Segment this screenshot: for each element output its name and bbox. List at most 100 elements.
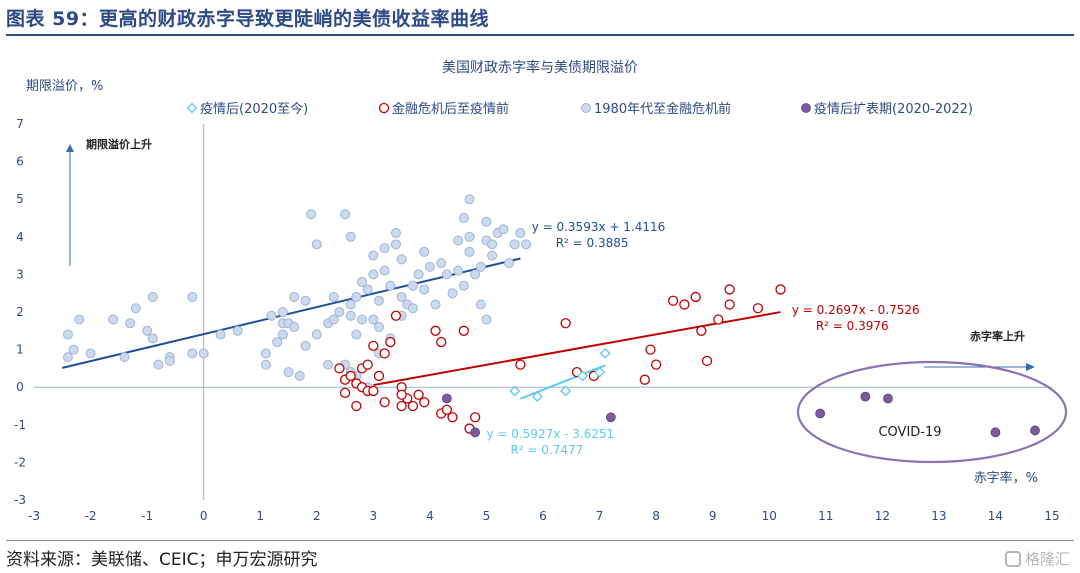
data-point xyxy=(1030,425,1040,436)
data-point xyxy=(373,370,385,382)
legend-marker xyxy=(801,103,811,113)
data-point xyxy=(407,400,419,412)
data-points xyxy=(62,194,1040,438)
data-point xyxy=(368,250,379,261)
data-point xyxy=(368,269,379,280)
x-tick-label: 9 xyxy=(709,509,717,523)
data-point xyxy=(187,348,198,359)
data-point xyxy=(379,348,390,359)
data-point xyxy=(379,265,390,276)
title-divider xyxy=(6,34,1074,36)
data-point xyxy=(147,333,158,344)
data-point xyxy=(599,347,611,359)
source-note: 资料来源：美联储、CEIC；申万宏源研究 xyxy=(6,550,318,570)
data-point xyxy=(362,284,373,295)
data-point xyxy=(396,254,407,265)
data-point xyxy=(351,400,362,412)
x-tick-label: 2 xyxy=(313,509,321,523)
data-point xyxy=(639,374,650,385)
data-point xyxy=(701,355,713,367)
data-point xyxy=(368,340,379,351)
y-tick-label: 5 xyxy=(16,192,24,206)
chart-title: 美国财政赤字率与美债期限溢价 xyxy=(442,59,638,76)
chart-container: 美国财政赤字率与美债期限溢价 期限溢价，% 赤字率，% 疫情后(2020至今) 金… xyxy=(6,40,1074,536)
data-point xyxy=(475,261,486,272)
data-point xyxy=(357,314,368,325)
trendline-equation: y = 0.5927x - 3.6251 xyxy=(486,427,614,441)
data-point xyxy=(815,408,826,419)
trendlines xyxy=(62,257,781,400)
data-point xyxy=(351,329,362,340)
data-point xyxy=(594,366,605,378)
data-point xyxy=(504,258,515,269)
data-point xyxy=(436,258,447,269)
legend-label: 金融危机后至疫情前 xyxy=(392,101,509,117)
data-point xyxy=(334,307,345,317)
x-tick-label: 11 xyxy=(818,509,833,523)
data-point xyxy=(464,194,475,205)
data-point xyxy=(447,288,458,299)
x-tick-label: 1 xyxy=(256,509,264,523)
trendline-r2: R² = 0.3976 xyxy=(816,319,889,333)
data-point xyxy=(752,303,764,314)
data-point xyxy=(481,314,492,325)
data-point xyxy=(498,224,509,235)
data-point xyxy=(713,314,724,325)
y-tick-label: 4 xyxy=(16,230,24,244)
data-point xyxy=(469,412,481,423)
data-point xyxy=(345,231,356,242)
data-point xyxy=(487,250,498,261)
data-point xyxy=(385,336,396,348)
covid-label: COVID-19 xyxy=(878,425,941,440)
trendline-equation: y = 0.3593x + 1.4116 xyxy=(532,220,666,234)
data-point xyxy=(198,348,209,359)
data-point xyxy=(724,299,735,310)
y-tick-label: 0 xyxy=(16,380,24,394)
data-point xyxy=(260,348,271,359)
scatter-chart: 美国财政赤字率与美债期限溢价 期限溢价，% 赤字率，% 疫情后(2020至今) 金… xyxy=(14,59,1068,523)
data-point xyxy=(373,322,384,333)
y-tick-label: -3 xyxy=(14,493,26,507)
data-point xyxy=(509,239,520,250)
data-point xyxy=(396,389,407,400)
data-point xyxy=(125,318,136,329)
data-point xyxy=(475,299,486,310)
legend-marker xyxy=(378,102,390,114)
page-title: 图表 59：更高的财政赤字导致更陡峭的美债收益率曲线 xyxy=(6,8,490,30)
x-tick-label: -1 xyxy=(141,509,153,523)
data-point xyxy=(187,291,198,302)
data-point xyxy=(470,427,481,438)
data-point xyxy=(515,228,526,239)
data-point xyxy=(260,359,271,370)
data-point xyxy=(357,276,368,287)
data-point xyxy=(390,228,401,239)
data-point xyxy=(119,352,130,363)
x-tick-label: 0 xyxy=(200,509,208,523)
data-point xyxy=(232,325,243,336)
y-up-arrow-head xyxy=(66,144,74,152)
data-point xyxy=(464,231,475,242)
y-arrow-label: 期限溢价上升 xyxy=(86,137,152,151)
data-point xyxy=(373,295,384,306)
trendline-equation: y = 0.2697x - 0.7526 xyxy=(792,303,920,317)
data-point xyxy=(396,291,407,302)
y-tick-label: -1 xyxy=(14,418,26,432)
x-arrow-label: 赤字率上升 xyxy=(970,329,1025,343)
data-point xyxy=(441,393,452,404)
data-point xyxy=(424,261,435,272)
x-tick-label: 5 xyxy=(483,509,491,523)
data-point xyxy=(436,336,447,348)
x-tick-label: 8 xyxy=(652,509,660,523)
trendline-r2: R² = 0.7477 xyxy=(510,443,583,457)
data-point xyxy=(345,370,356,382)
data-point xyxy=(667,295,679,306)
x-tick-label: 6 xyxy=(539,509,547,523)
data-point xyxy=(407,280,418,291)
legend-marker xyxy=(581,103,591,113)
data-point xyxy=(294,370,305,381)
data-point xyxy=(430,299,441,310)
data-point xyxy=(277,307,288,317)
chart-legend: 疫情后(2020至今) 金融危机后至疫情前 1980年代至金融危机前 疫情后扩表期(2… xyxy=(186,101,973,117)
trendline-equations: y = 0.3593x + 1.4116 R² = 0.3885 y = 0.269… xyxy=(486,220,919,457)
